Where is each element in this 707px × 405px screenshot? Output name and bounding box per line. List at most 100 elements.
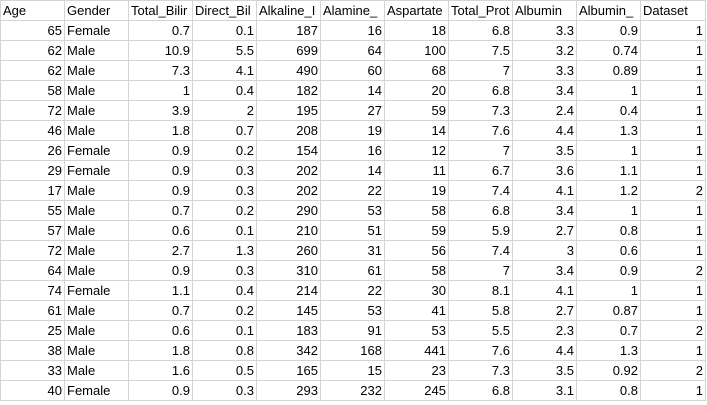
cell[interactable]: 1	[640, 220, 706, 241]
cell[interactable]: 210	[256, 220, 321, 241]
cell[interactable]: 4.1	[512, 280, 577, 301]
cell[interactable]: 1	[576, 200, 641, 221]
cell[interactable]: 0.3	[192, 380, 257, 401]
cell[interactable]: 8.1	[448, 280, 513, 301]
header-cell[interactable]: Aspartate	[384, 0, 449, 21]
cell[interactable]: 1	[640, 340, 706, 361]
cell[interactable]: 0.1	[192, 320, 257, 341]
cell[interactable]: 1	[576, 80, 641, 101]
cell[interactable]: 7.6	[448, 120, 513, 141]
cell[interactable]: 0.2	[192, 200, 257, 221]
cell[interactable]: 53	[384, 320, 449, 341]
cell[interactable]: 260	[256, 240, 321, 261]
cell[interactable]: 0.6	[576, 240, 641, 261]
cell[interactable]: 0.92	[576, 360, 641, 381]
cell[interactable]: 3.6	[512, 160, 577, 181]
header-cell[interactable]: Dataset	[640, 0, 706, 21]
cell[interactable]: 3.4	[512, 260, 577, 281]
cell[interactable]: 1	[640, 140, 706, 161]
cell[interactable]: 38	[0, 340, 65, 361]
cell[interactable]: Female	[64, 140, 129, 161]
cell[interactable]: 2.7	[512, 300, 577, 321]
cell[interactable]: 0.9	[128, 260, 193, 281]
cell[interactable]: 1	[576, 280, 641, 301]
cell[interactable]: 27	[320, 100, 385, 121]
cell[interactable]: Male	[64, 260, 129, 281]
cell[interactable]: 18	[384, 20, 449, 41]
cell[interactable]: 2	[640, 320, 706, 341]
cell[interactable]: Male	[64, 180, 129, 201]
cell[interactable]: 1.1	[576, 160, 641, 181]
cell[interactable]: 22	[320, 280, 385, 301]
cell[interactable]: 2	[640, 180, 706, 201]
cell[interactable]: 14	[320, 160, 385, 181]
cell[interactable]: 3.2	[512, 40, 577, 61]
cell[interactable]: 7.4	[448, 180, 513, 201]
cell[interactable]: Male	[64, 200, 129, 221]
cell[interactable]: 62	[0, 60, 65, 81]
cell[interactable]: 17	[0, 180, 65, 201]
cell[interactable]: 5.8	[448, 300, 513, 321]
header-cell[interactable]: Age	[0, 0, 65, 21]
cell[interactable]: 74	[0, 280, 65, 301]
cell[interactable]: 5.5	[192, 40, 257, 61]
cell[interactable]: 1	[640, 120, 706, 141]
cell[interactable]: 12	[384, 140, 449, 161]
cell[interactable]: 29	[0, 160, 65, 181]
cell[interactable]: 19	[320, 120, 385, 141]
cell[interactable]: 1.3	[576, 340, 641, 361]
cell[interactable]: 0.7	[128, 200, 193, 221]
cell[interactable]: 0.9	[128, 380, 193, 401]
cell[interactable]: 0.89	[576, 60, 641, 81]
cell[interactable]: 3.3	[512, 20, 577, 41]
cell[interactable]: 145	[256, 300, 321, 321]
cell[interactable]: 7.5	[448, 40, 513, 61]
cell[interactable]: 5.5	[448, 320, 513, 341]
cell[interactable]: 208	[256, 120, 321, 141]
cell[interactable]: 7.3	[448, 100, 513, 121]
cell[interactable]: 0.8	[576, 380, 641, 401]
cell[interactable]: 2.7	[128, 240, 193, 261]
cell[interactable]: 2	[192, 100, 257, 121]
cell[interactable]: 293	[256, 380, 321, 401]
cell[interactable]: 3.5	[512, 360, 577, 381]
cell[interactable]: 2	[640, 360, 706, 381]
cell[interactable]: 72	[0, 240, 65, 261]
cell[interactable]: 1	[640, 160, 706, 181]
cell[interactable]: 65	[0, 20, 65, 41]
cell[interactable]: 0.9	[576, 20, 641, 41]
cell[interactable]: 0.7	[128, 20, 193, 41]
cell[interactable]: 1	[640, 280, 706, 301]
cell[interactable]: 1	[640, 200, 706, 221]
cell[interactable]: 59	[384, 220, 449, 241]
cell[interactable]: 310	[256, 260, 321, 281]
cell[interactable]: 0.3	[192, 160, 257, 181]
cell[interactable]: 4.1	[512, 180, 577, 201]
cell[interactable]: Male	[64, 360, 129, 381]
cell[interactable]: 23	[384, 360, 449, 381]
cell[interactable]: 6.8	[448, 380, 513, 401]
cell[interactable]: 4.4	[512, 120, 577, 141]
cell[interactable]: 7.3	[128, 60, 193, 81]
cell[interactable]: 0.9	[128, 180, 193, 201]
cell[interactable]: Male	[64, 40, 129, 61]
cell[interactable]: 68	[384, 60, 449, 81]
cell[interactable]: 3.4	[512, 200, 577, 221]
cell[interactable]: 195	[256, 100, 321, 121]
cell[interactable]: 5.9	[448, 220, 513, 241]
cell[interactable]: 64	[320, 40, 385, 61]
cell[interactable]: 16	[320, 140, 385, 161]
header-cell[interactable]: Direct_Bil	[192, 0, 257, 21]
cell[interactable]: 0.6	[128, 320, 193, 341]
cell[interactable]: 40	[0, 380, 65, 401]
cell[interactable]: 165	[256, 360, 321, 381]
cell[interactable]: 1	[640, 380, 706, 401]
cell[interactable]: 0.9	[128, 160, 193, 181]
cell[interactable]: 1.8	[128, 120, 193, 141]
header-cell[interactable]: Albumin_	[576, 0, 641, 21]
cell[interactable]: 26	[0, 140, 65, 161]
cell[interactable]: 342	[256, 340, 321, 361]
cell[interactable]: 214	[256, 280, 321, 301]
cell[interactable]: 0.4	[576, 100, 641, 121]
cell[interactable]: 3.3	[512, 60, 577, 81]
